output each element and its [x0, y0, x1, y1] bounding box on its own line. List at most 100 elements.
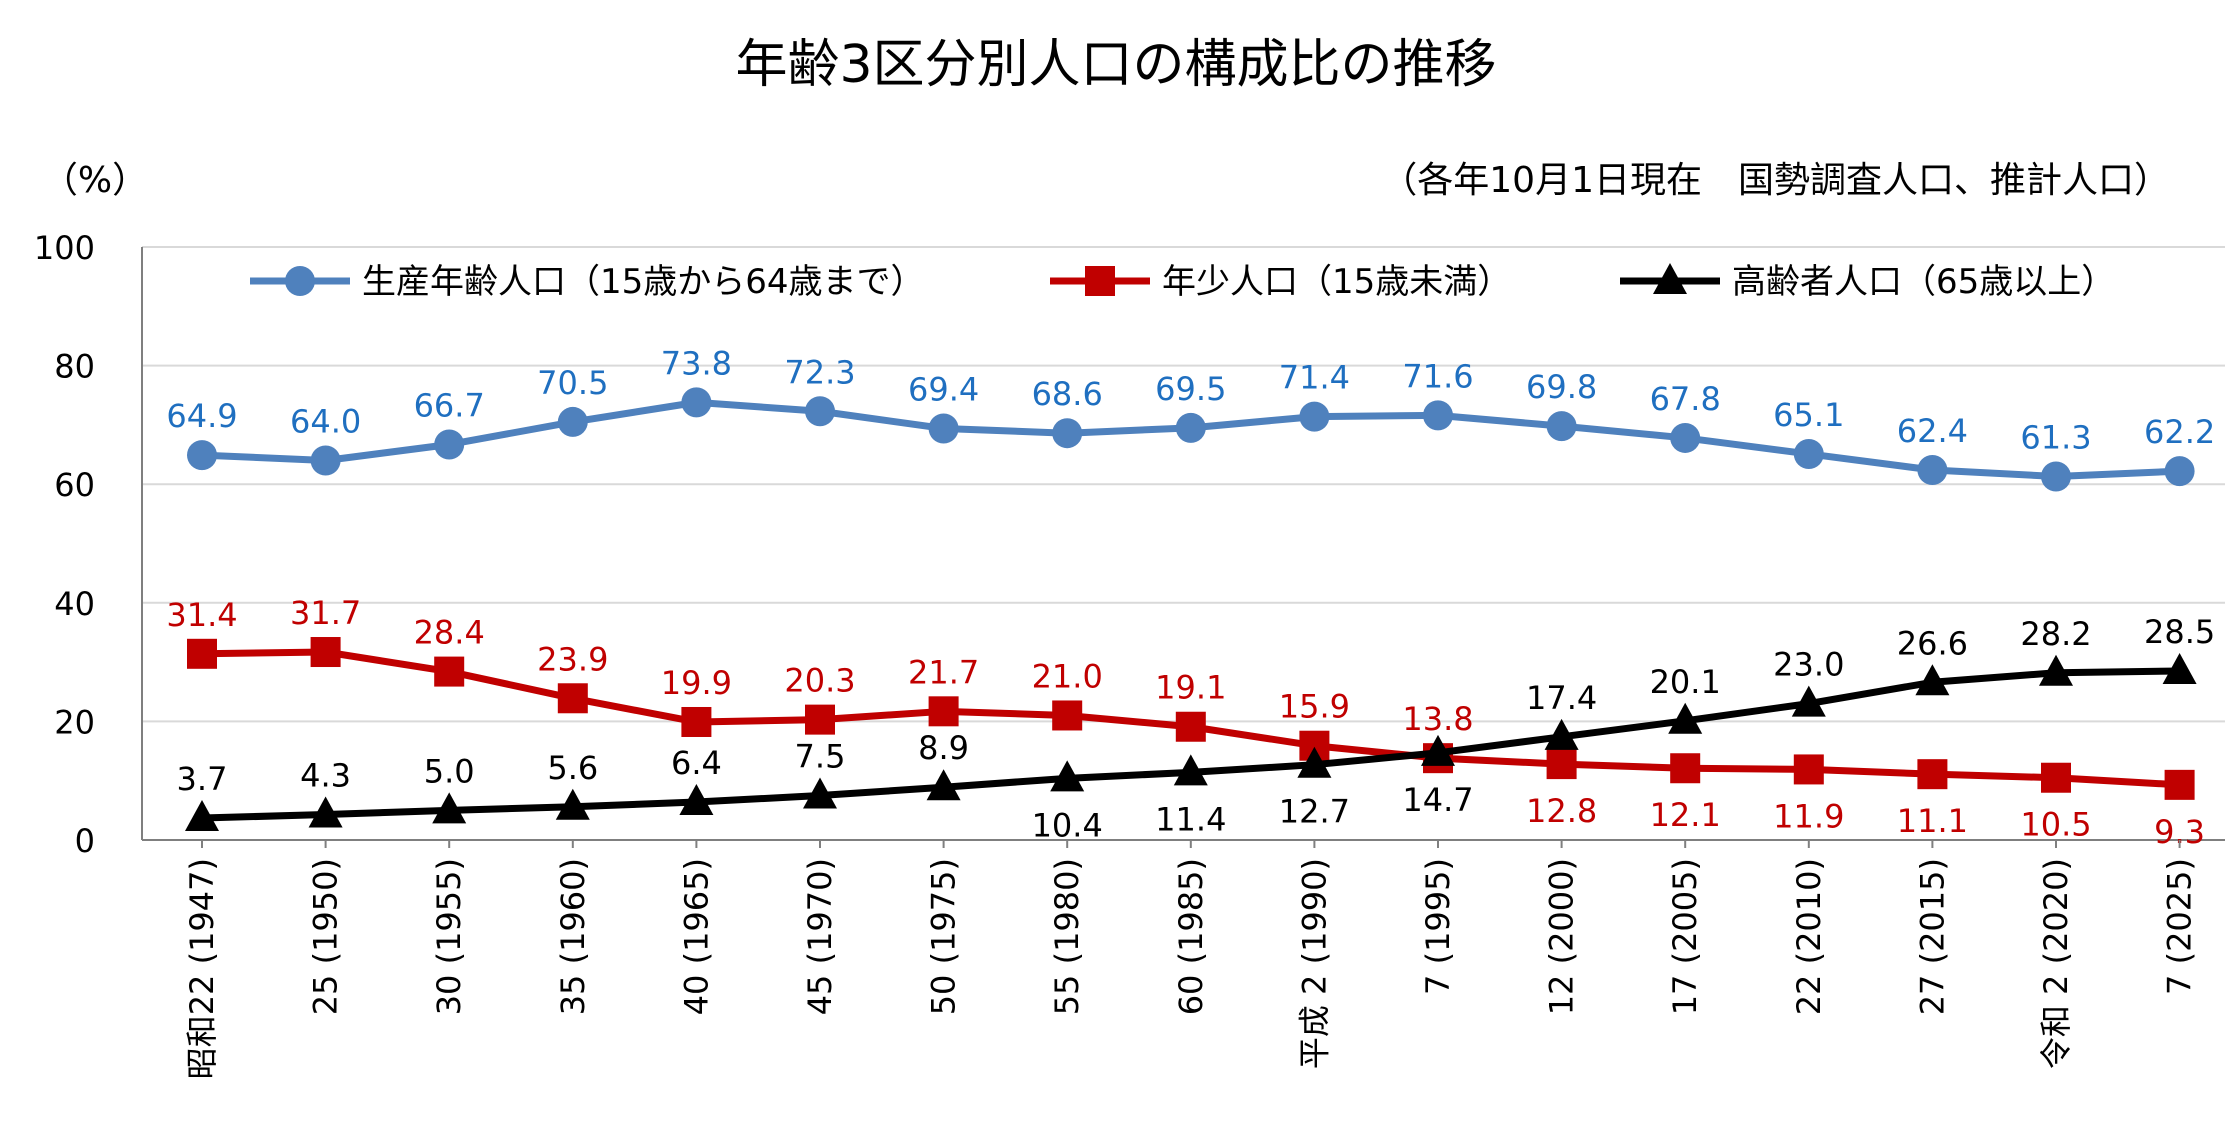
labels-working-age: 64.9 64.0 66.7 70.5 73.8 72.3 69.4 68.6 69.5 71.4…	[166, 344, 2215, 456]
data-point	[1668, 702, 1703, 734]
legend-marker	[1653, 263, 1687, 294]
data-label: 72.3	[784, 353, 855, 391]
data-label: 64.9	[166, 397, 237, 435]
data-label: 28.2	[2020, 615, 2091, 653]
data-point	[1793, 754, 1824, 785]
legend-label: 年少人口（15歳未満）	[1162, 262, 1511, 302]
data-label: 20.3	[784, 662, 855, 700]
data-point	[432, 792, 467, 824]
data-label: 11.9	[1773, 797, 1844, 835]
data-label: 10.4	[1032, 806, 1103, 844]
data-point	[1544, 718, 1579, 750]
data-point	[1175, 412, 1206, 443]
x-tick-label: 12 (2000)	[1543, 858, 1581, 1015]
data-label: 19.9	[661, 664, 732, 702]
x-tick-label: 55 (1980)	[1048, 858, 1086, 1015]
data-point	[310, 637, 341, 668]
legend: 生産年齢人口（15歳から64歳まで） 年少人口（15歳未満） 高齢者人口（65歳以上…	[250, 262, 2115, 302]
x-tick-label: 平成 2 (1990)	[1295, 858, 1333, 1069]
x-tick-label: 25 (1950)	[307, 858, 345, 1015]
y-tick-label: 60	[54, 466, 95, 504]
data-point	[2164, 456, 2195, 487]
legend-label: 高齢者人口（65歳以上）	[1732, 262, 2115, 302]
x-tick-label: 50 (1975)	[925, 858, 963, 1015]
data-point	[679, 784, 714, 816]
data-label: 71.4	[1279, 359, 1350, 397]
data-point	[557, 406, 588, 437]
y-tick-label: 80	[54, 348, 95, 386]
data-point	[1917, 454, 1948, 485]
x-axis-ticks: 昭和22 (1947) 25 (1950) 30 (1955) 35 (1960) 40…	[183, 840, 2199, 1079]
labels-elderly: 3.7 4.3 5.0 5.6 6.4 7.5 8.9 10.4 11.4 12.7 14.7 17.…	[177, 613, 2216, 844]
data-point	[187, 638, 217, 669]
data-point	[926, 769, 961, 801]
data-point	[1670, 753, 1701, 784]
y-tick-label: 0	[75, 822, 95, 860]
series-youth	[187, 637, 2195, 800]
data-label: 5.0	[424, 752, 475, 790]
data-label: 31.7	[290, 594, 361, 632]
data-label: 5.6	[547, 749, 598, 787]
chart-subtitle: （各年10月1日現在 国勢調査人口、推計人口）	[1381, 160, 2170, 201]
series-layer: 64.9 64.0 66.7 70.5 73.8 72.3 69.4 68.6 69.5 71.4…	[166, 344, 2215, 850]
data-point	[1052, 418, 1083, 449]
data-label: 67.8	[1650, 380, 1721, 418]
data-point	[187, 440, 217, 471]
legend-marker	[1085, 266, 1115, 296]
data-point	[1917, 759, 1948, 790]
data-point	[805, 396, 835, 427]
data-label: 14.7	[1402, 781, 1473, 819]
legend-marker	[285, 266, 315, 296]
data-point	[434, 429, 465, 460]
data-label: 21.7	[908, 653, 979, 691]
data-label: 23.9	[537, 640, 608, 678]
x-tick-label: 17 (2005)	[1666, 858, 1704, 1015]
chart-title: 年齢3区分別人口の構成比の推移	[735, 35, 1496, 95]
x-tick-label: 7 (1995)	[1419, 858, 1457, 995]
data-label: 69.4	[908, 370, 979, 408]
data-point	[2039, 654, 2073, 686]
data-point	[803, 777, 837, 809]
legend-entry-youth: 年少人口（15歳未満）	[1050, 262, 1511, 302]
data-label: 70.5	[537, 364, 608, 402]
data-point	[1793, 438, 1824, 469]
data-label: 71.6	[1402, 357, 1473, 395]
data-label: 12.8	[1526, 792, 1597, 830]
data-label: 12.1	[1650, 796, 1721, 834]
data-point	[928, 413, 959, 444]
data-point	[1173, 754, 1208, 786]
data-point	[2164, 769, 2195, 800]
x-tick-label: 60 (1985)	[1172, 858, 1210, 1015]
data-label: 69.5	[1155, 370, 1226, 408]
data-point	[1791, 685, 1826, 717]
data-point	[310, 445, 341, 476]
data-label: 73.8	[661, 344, 732, 382]
data-label: 6.4	[671, 744, 722, 782]
data-point	[1297, 746, 1332, 778]
data-label: 28.4	[414, 614, 485, 652]
x-tick-label: 30 (1955)	[430, 858, 468, 1015]
data-point	[2162, 652, 2197, 684]
data-point	[2041, 461, 2071, 492]
data-label: 15.9	[1279, 688, 1350, 726]
data-label: 3.7	[177, 760, 228, 798]
data-label: 69.8	[1526, 368, 1597, 406]
axes	[141, 247, 2225, 841]
data-point	[1915, 664, 1950, 696]
data-point	[434, 656, 465, 687]
data-label: 62.2	[2144, 413, 2215, 451]
y-axis-unit: （%）	[42, 160, 148, 201]
x-tick-label: 40 (1965)	[677, 858, 715, 1015]
x-tick-label: 27 (2015)	[1913, 858, 1951, 1015]
legend-entry-elderly: 高齢者人口（65歳以上）	[1620, 262, 2115, 302]
data-label: 62.4	[1897, 412, 1968, 450]
data-label: 4.3	[300, 757, 351, 795]
data-point	[1052, 700, 1083, 731]
data-point	[928, 696, 959, 727]
gridlines	[142, 246, 2225, 723]
data-point	[1175, 711, 1206, 742]
data-point	[1670, 422, 1701, 453]
data-point	[555, 788, 590, 820]
data-label: 68.6	[1032, 375, 1103, 413]
